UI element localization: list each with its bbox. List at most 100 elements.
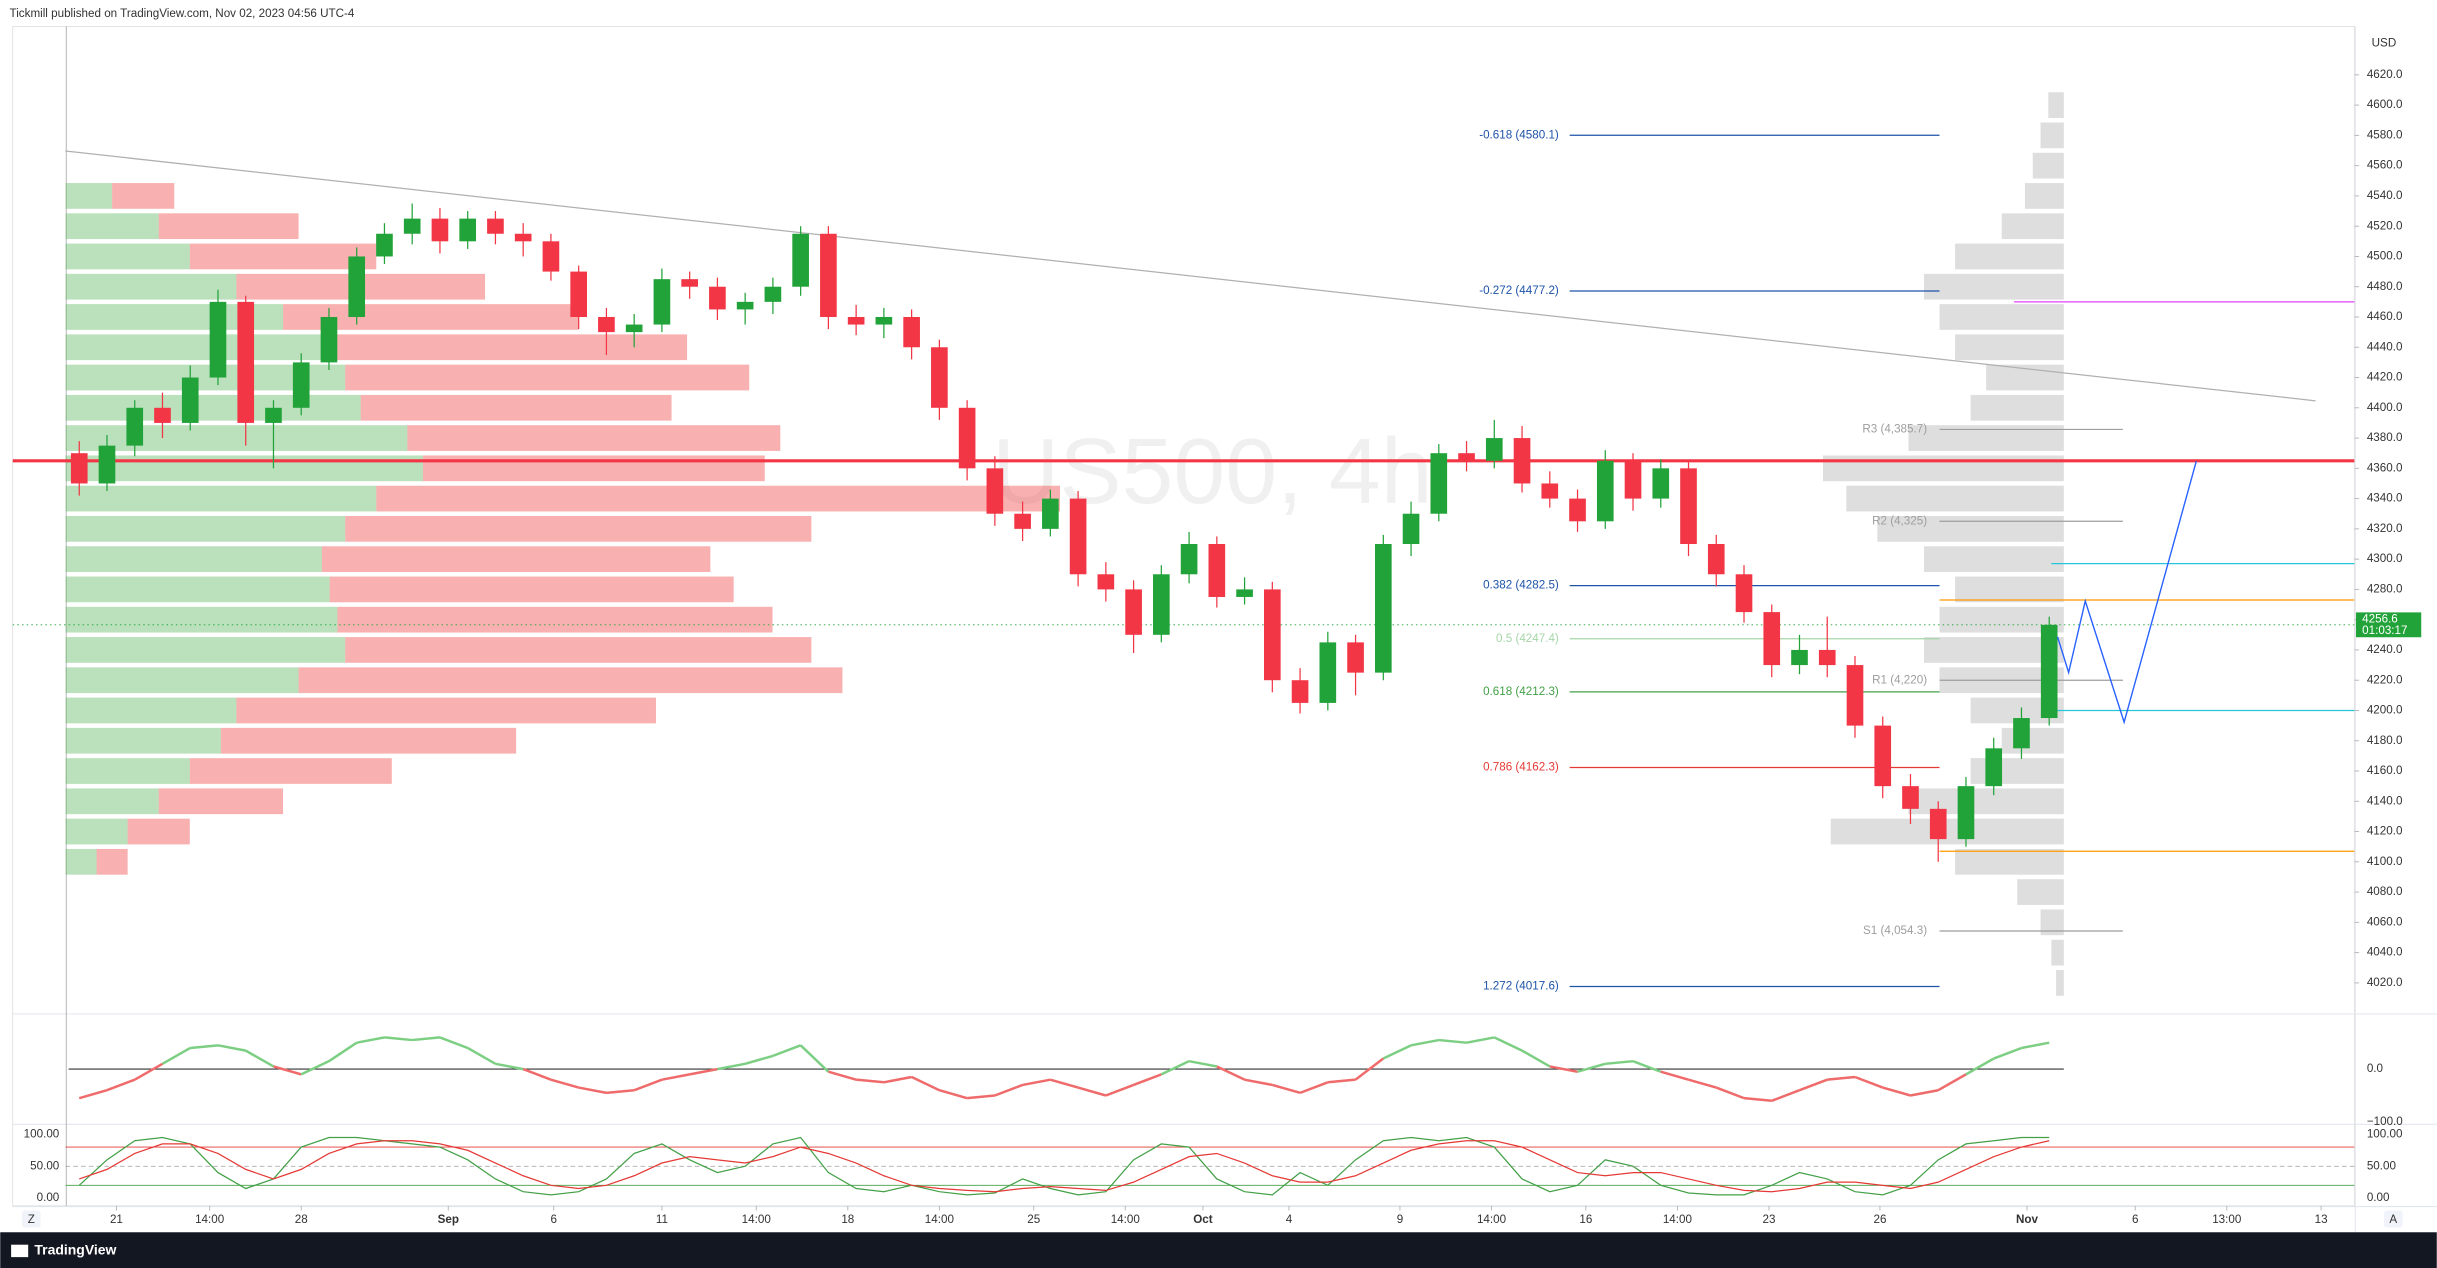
stoch-tick-label: 50.00 — [2367, 1159, 2397, 1172]
candle-body — [986, 468, 1004, 514]
osc-segment — [939, 1089, 968, 1100]
volume-profile-bar — [1955, 334, 2064, 361]
osc-segment — [1050, 1078, 1079, 1089]
volume-profile-bar — [2001, 727, 2064, 754]
y-tick-label: 4120.0 — [2367, 825, 2403, 838]
axis-button[interactable] — [21, 1210, 41, 1228]
candle-body — [1402, 513, 1420, 545]
candle-body — [1791, 649, 1808, 666]
volume-profile-bar — [1830, 818, 2064, 845]
stoch-tick-label: 100.00 — [2367, 1127, 2403, 1140]
volume-up — [65, 697, 237, 724]
footer-brand[interactable]: TradingView — [34, 1242, 116, 1258]
y-tick-label: 4520.0 — [2367, 219, 2403, 232]
fib-label: 0.382 (4282.5) — [1483, 579, 1559, 592]
candle-body — [1153, 574, 1170, 635]
footer-logo — [11, 1244, 29, 1258]
candle-body — [376, 233, 393, 257]
candle-body — [1652, 468, 1670, 499]
osc-segment — [190, 1044, 219, 1050]
candle-body — [1319, 642, 1337, 703]
candle-body — [958, 407, 976, 469]
candle-body — [1513, 438, 1531, 484]
y-tick-label: 4380.0 — [2367, 431, 2403, 444]
osc-segment — [2021, 1041, 2050, 1050]
stoch-line — [79, 1140, 2050, 1193]
osc-segment — [1410, 1038, 1440, 1047]
x-tick-label: 26 — [1873, 1213, 1886, 1226]
projection-path — [2056, 461, 2197, 725]
osc-segment — [799, 1044, 830, 1073]
stoch-tick-label-left: 0.00 — [37, 1191, 60, 1204]
candle-body — [625, 324, 643, 333]
osc-segment — [412, 1036, 441, 1042]
axis-button-label[interactable]: A — [2389, 1213, 2397, 1226]
osc-segment — [994, 1083, 1024, 1097]
x-tick-label: 14:00 — [1111, 1213, 1141, 1226]
osc-segment — [1244, 1078, 1273, 1087]
osc-segment — [606, 1088, 635, 1095]
axis-button[interactable] — [2383, 1210, 2403, 1228]
osc-segment — [495, 1062, 524, 1071]
y-tick-label: 4620.0 — [2367, 68, 2403, 81]
last-price-label: 4256.6 — [2362, 612, 2398, 625]
osc-segment — [550, 1078, 580, 1089]
osc-segment — [883, 1075, 912, 1084]
volume-profile-bar — [1846, 485, 2064, 512]
y-tick-label: 4460.0 — [2367, 310, 2403, 323]
volume-down — [345, 364, 750, 391]
y-tick-label: 4480.0 — [2367, 280, 2403, 293]
x-tick-label: 6 — [2132, 1213, 2138, 1226]
osc-segment — [384, 1036, 413, 1042]
osc-segment — [1216, 1065, 1246, 1081]
volume-down — [189, 243, 377, 270]
candle-body — [1042, 498, 1059, 529]
candle-body — [847, 316, 865, 325]
candle-body — [1347, 642, 1364, 673]
volume-profile-bar — [2001, 213, 2064, 240]
osc-segment — [1133, 1073, 1162, 1087]
volume-profile-bar — [1877, 516, 2064, 542]
y-tick-label: 4080.0 — [2367, 885, 2403, 898]
x-tick-label: 14:00 — [1663, 1213, 1693, 1226]
osc-segment — [467, 1046, 497, 1065]
volume-up — [65, 243, 190, 270]
osc-segment — [300, 1060, 330, 1076]
volume-profile-bar — [2032, 152, 2064, 179]
volume-up — [65, 183, 113, 209]
osc-segment — [744, 1054, 774, 1066]
candle-body — [1596, 460, 1614, 522]
osc-segment — [967, 1094, 995, 1100]
candle-body — [1735, 574, 1753, 613]
volume-up — [65, 213, 159, 240]
candle-body — [2013, 718, 2030, 749]
candle-body — [1902, 786, 1919, 809]
volume-profile-bar — [1923, 273, 2064, 300]
y-tick-label: 4440.0 — [2367, 340, 2403, 353]
osc-segment — [1354, 1057, 1385, 1081]
osc-segment — [1466, 1036, 1495, 1044]
x-tick-label: 25 — [1027, 1213, 1040, 1226]
volume-down — [376, 485, 1060, 512]
candle-body — [2040, 624, 2058, 719]
x-tick-label: 14:00 — [742, 1213, 772, 1226]
y-tick-label: 4040.0 — [2367, 946, 2403, 959]
axis-button-label[interactable]: Z — [28, 1213, 35, 1226]
osc-segment — [522, 1067, 552, 1081]
stoch-tick-label-left: 50.00 — [30, 1159, 60, 1172]
osc-segment — [856, 1078, 884, 1084]
candle-body — [98, 445, 116, 484]
y-tick-label: 4320.0 — [2367, 522, 2403, 535]
osc-segment — [911, 1075, 940, 1092]
volume-down — [321, 546, 711, 572]
osc-segment — [1743, 1096, 1772, 1103]
fib-label: -0.618 (4580.1) — [1479, 128, 1559, 141]
volume-up — [65, 334, 330, 361]
x-tick-label: 14:00 — [195, 1213, 225, 1226]
osc-segment — [1937, 1073, 1967, 1092]
x-tick-label: Nov — [2016, 1213, 2039, 1226]
volume-up — [65, 727, 221, 754]
candle-body — [598, 316, 615, 333]
osc-segment — [1382, 1044, 1412, 1060]
